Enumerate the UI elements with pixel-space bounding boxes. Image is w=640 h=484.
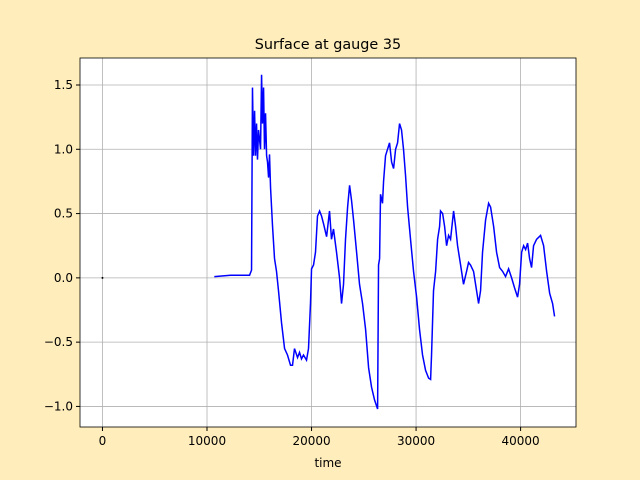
x-tick-label: 20000 <box>292 434 330 448</box>
plot-area <box>80 58 576 427</box>
x-tick-label: 30000 <box>397 434 435 448</box>
axes-frame <box>79 57 577 428</box>
data-point <box>101 276 104 279</box>
y-tick-label: −0.5 <box>44 335 73 349</box>
y-tick-label: 1.5 <box>54 78 73 92</box>
x-tick-label: 10000 <box>188 434 226 448</box>
x-axis-label: time <box>314 456 341 470</box>
x-tick-label: 40000 <box>502 434 540 448</box>
y-tick-label: 1.0 <box>54 142 73 156</box>
data-line <box>214 74 556 410</box>
y-tick-label: 0.5 <box>54 207 73 221</box>
y-tick-label: −1.0 <box>44 399 73 413</box>
y-tick-label: 0.0 <box>54 271 73 285</box>
x-tick-label: 0 <box>99 434 107 448</box>
chart-title: Surface at gauge 35 <box>255 37 401 53</box>
